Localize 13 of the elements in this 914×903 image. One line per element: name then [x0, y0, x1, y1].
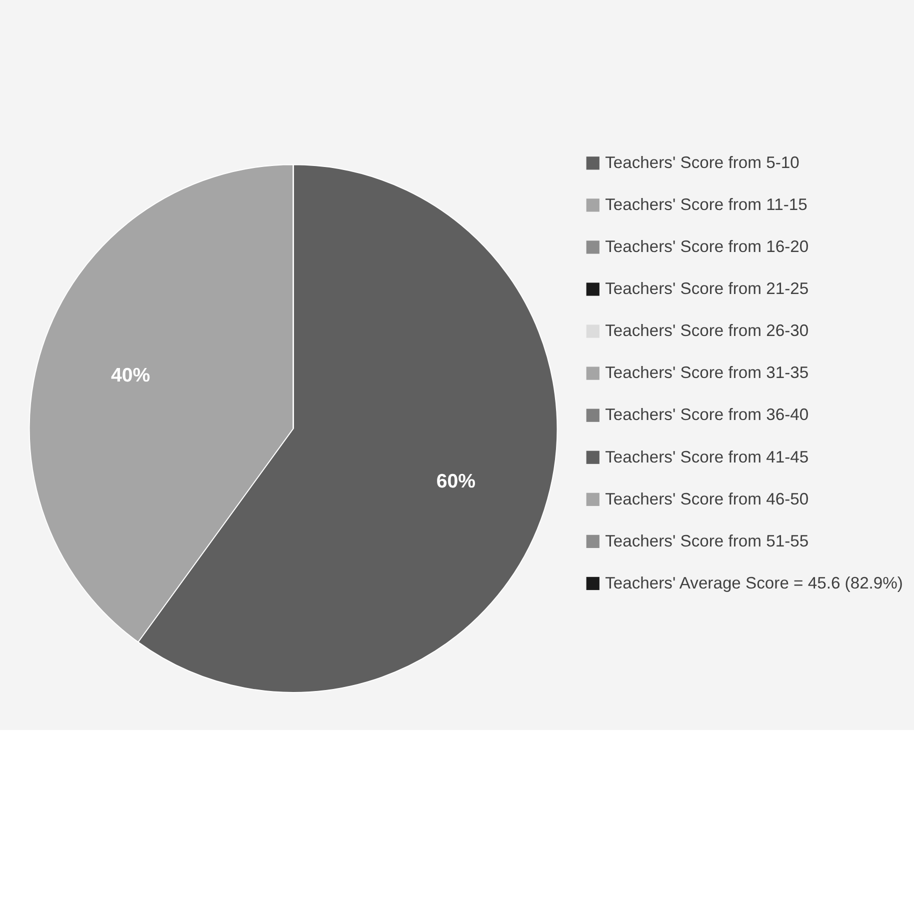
legend-label: Teachers' Score from 11-15: [605, 195, 808, 214]
legend-label: Teachers' Score from 26-30: [605, 321, 809, 340]
legend-label: Teachers' Score from 51-55: [605, 531, 809, 550]
legend-label: Teachers' Score from 41-45: [605, 447, 809, 466]
legend-label: Teachers' Score from 31-35: [605, 363, 809, 382]
legend-label: Teachers' Score from 16-20: [605, 237, 809, 256]
data-label: 40%: [111, 364, 150, 387]
legend-label: Teachers' Score from 36-40: [605, 405, 809, 424]
legend-label: Teachers' Score from 5-10: [605, 153, 800, 172]
legend-label: Teachers' Score from 21-25: [605, 279, 809, 298]
data-label: 60%: [436, 470, 476, 492]
legend-label: Teachers' Score from 46-50: [605, 489, 809, 508]
legend-label: Teachers' Average Score = 45.6 (82.9%): [605, 573, 903, 592]
